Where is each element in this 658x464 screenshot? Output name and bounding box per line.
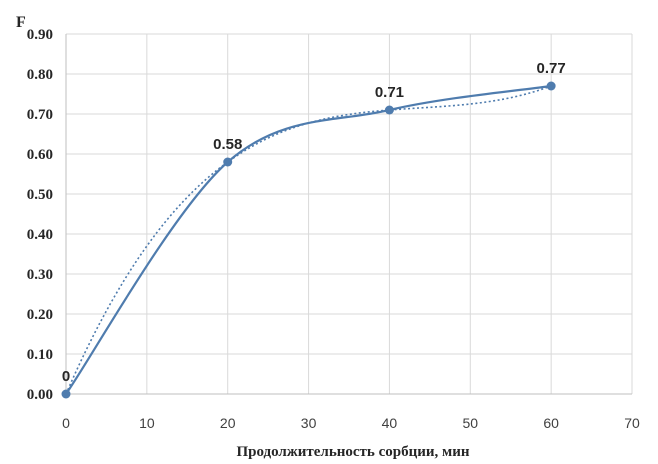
axes bbox=[65, 34, 632, 395]
y-tick-label: 0.80 bbox=[27, 67, 53, 83]
x-tick-label: 30 bbox=[301, 415, 317, 431]
data-label: 0.71 bbox=[375, 84, 404, 101]
y-axis-label: F bbox=[16, 14, 26, 31]
y-tick-label: 0.50 bbox=[27, 187, 53, 203]
y-tick-label: 0.20 bbox=[27, 307, 53, 323]
y-tick-label: 0.10 bbox=[27, 347, 53, 363]
x-tick-label: 60 bbox=[543, 415, 559, 431]
data-label: 0.77 bbox=[537, 60, 566, 77]
y-tick-label: 0.90 bbox=[27, 27, 53, 43]
x-tick-label: 10 bbox=[139, 415, 155, 431]
x-tick-label: 0 bbox=[62, 415, 70, 431]
data-label: 0 bbox=[62, 368, 70, 385]
x-tick-label: 70 bbox=[624, 415, 640, 431]
y-tick-labels: 0.00 0.10 0.20 0.30 0.40 0.50 0.60 0.70 0.80 0.90 bbox=[27, 27, 53, 403]
data-point bbox=[223, 157, 233, 167]
x-tick-labels: 0 10 20 30 40 50 60 70 bbox=[62, 415, 640, 431]
x-axis-label: Продолжительность сорбции, мин bbox=[236, 444, 469, 460]
x-tick-label: 20 bbox=[220, 415, 236, 431]
data-point bbox=[61, 389, 71, 399]
grid bbox=[66, 33, 633, 394]
series-layer bbox=[65, 84, 552, 395]
y-tick-label: 0.70 bbox=[27, 107, 53, 123]
y-tick-label: 0.60 bbox=[27, 147, 53, 163]
data-point bbox=[546, 81, 556, 91]
data-points bbox=[61, 81, 556, 399]
y-tick-label: 0.30 bbox=[27, 267, 53, 283]
x-tick-label: 40 bbox=[382, 415, 398, 431]
data-labels: 0 0.58 0.71 0.77 bbox=[62, 60, 566, 385]
data-point bbox=[384, 105, 394, 115]
y-tick-label: 0.00 bbox=[27, 387, 53, 403]
data-label: 0.58 bbox=[213, 136, 242, 153]
x-tick-label: 50 bbox=[462, 415, 478, 431]
series-line bbox=[65, 84, 552, 395]
y-tick-label: 0.40 bbox=[27, 227, 53, 243]
